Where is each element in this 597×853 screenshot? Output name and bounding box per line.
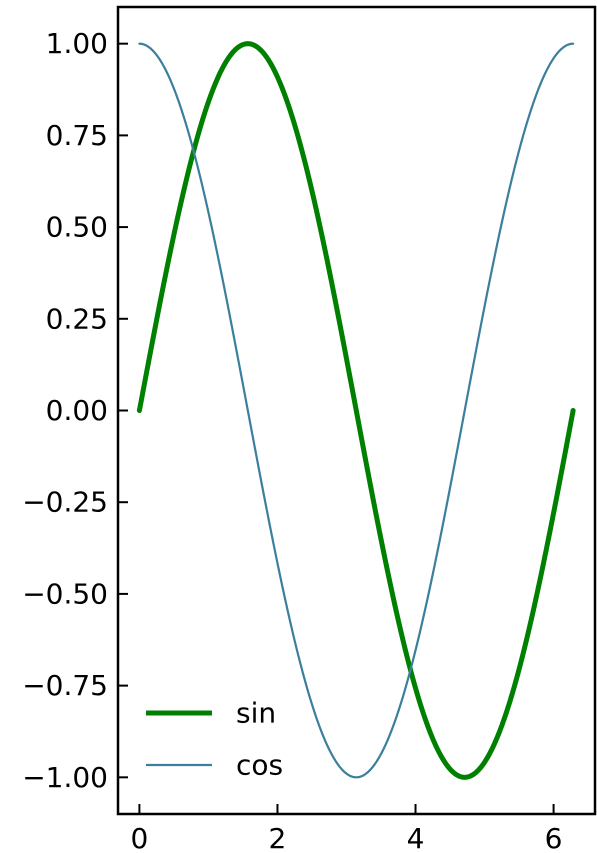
series-line-cos: [138, 42, 575, 779]
y-tick-label: 0.50: [46, 211, 108, 244]
y-tick-label: −0.25: [22, 486, 108, 519]
legend: sin cos: [146, 697, 283, 782]
series-lines: [136, 41, 576, 780]
y-tick-label: −0.50: [22, 577, 108, 610]
y-tick-label: −0.75: [22, 669, 108, 702]
axis-ticks: 1.00 0.75 0.50 0.25 0.00 −0.25 −0.50 −0.75 −1.00…: [22, 27, 562, 853]
y-tick-label: 1.00: [46, 27, 108, 60]
series-line-sin: [136, 41, 576, 780]
x-tick-label: 2: [269, 822, 287, 853]
x-tick-label: 4: [407, 822, 425, 853]
y-tick-label: 0.25: [46, 302, 108, 335]
x-tick-label: 6: [545, 822, 563, 853]
legend-label-sin: sin: [236, 697, 276, 730]
plot-frame: [116, 5, 597, 816]
x-tick-label: 0: [130, 822, 148, 853]
y-tick-label: −1.00: [22, 761, 108, 794]
y-tick-label: 0.00: [46, 394, 108, 427]
legend-label-cos: cos: [236, 749, 283, 782]
y-tick-label: 0.75: [46, 119, 108, 152]
